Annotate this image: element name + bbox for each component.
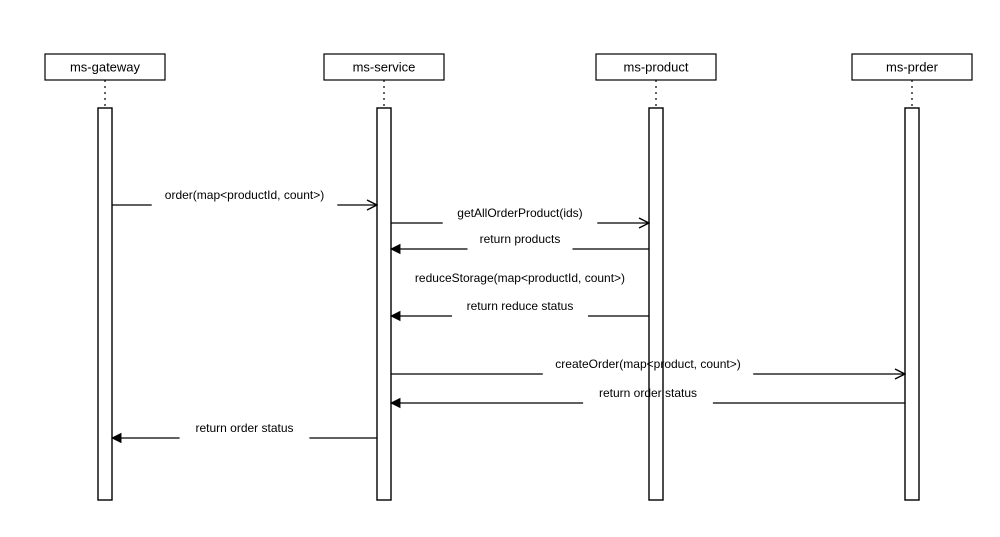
activation-prder	[905, 108, 919, 500]
message-m4: reduceStorage(map<productId, count>)	[415, 271, 625, 285]
message-label-m5: return reduce status	[467, 299, 574, 313]
participant-label-service: ms-service	[353, 59, 416, 74]
message-label-m7: return order status	[599, 386, 697, 400]
message-m5: return reduce status	[391, 299, 649, 316]
message-m1: order(map<productId, count>)	[112, 188, 377, 205]
participant-label-product: ms-product	[623, 59, 688, 74]
message-m2: getAllOrderProduct(ids)	[391, 206, 649, 223]
message-m8: return order status	[112, 421, 377, 438]
sequence-diagram: ms-gateway ms-service ms-product ms-prder or…	[0, 0, 1000, 537]
participant-prder: ms-prder	[852, 54, 972, 500]
participant-label-gateway: ms-gateway	[70, 59, 141, 74]
activation-service	[377, 108, 391, 500]
participant-label-prder: ms-prder	[886, 59, 939, 74]
message-label-m3: return products	[480, 232, 561, 246]
message-label-m2: getAllOrderProduct(ids)	[457, 206, 582, 220]
message-m6: createOrder(map<product, count>)	[391, 357, 905, 374]
message-label-m1: order(map<productId, count>)	[165, 188, 324, 202]
activation-gateway	[98, 108, 112, 500]
message-label-m8: return order status	[195, 421, 293, 435]
message-m7: return order status	[391, 386, 905, 403]
message-label-m6: createOrder(map<product, count>)	[555, 357, 740, 371]
activation-product	[649, 108, 663, 500]
participant-gateway: ms-gateway	[45, 54, 165, 500]
message-m3: return products	[391, 232, 649, 249]
message-label-m4: reduceStorage(map<productId, count>)	[415, 271, 625, 285]
